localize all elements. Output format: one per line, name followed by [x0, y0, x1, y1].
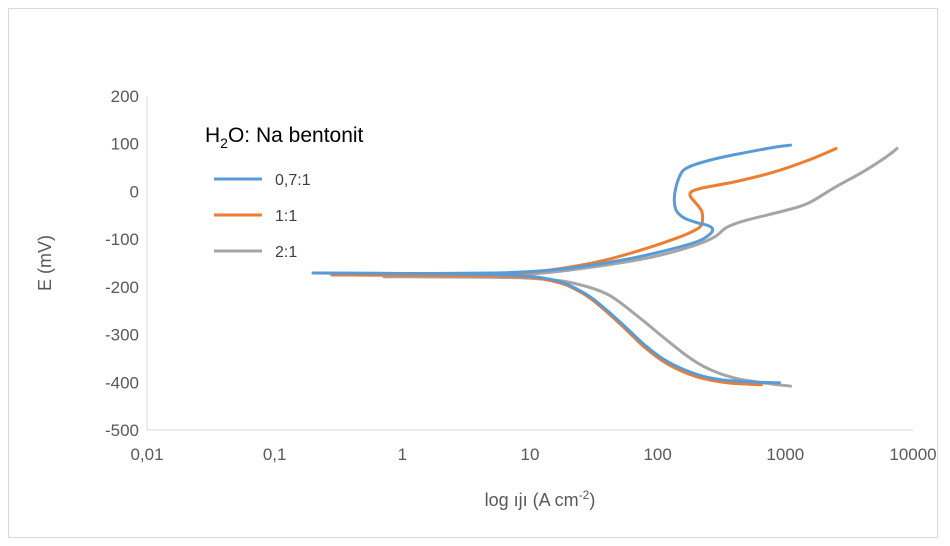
- x-axis-label: log ıjı (A cm-2): [485, 488, 596, 510]
- x-axis-label-exponent: -2: [579, 488, 590, 502]
- x-tick-label: 0,1: [263, 445, 287, 464]
- x-axis-label-close: ): [589, 490, 595, 510]
- y-tick-label: -400: [105, 373, 139, 392]
- y-tick-label: -500: [105, 421, 139, 440]
- x-tick-label: 10000: [889, 445, 936, 464]
- y-tick-label: 0: [130, 182, 139, 201]
- series-line-1-1-cathodic: [330, 273, 763, 387]
- x-tick-label: 0,01: [130, 445, 163, 464]
- y-tick-label: -300: [105, 326, 139, 345]
- y-tick-label: -200: [105, 278, 139, 297]
- x-tick-labels: 0,01 0,1 1 10 100 1000 10000: [130, 445, 936, 464]
- chart-frame: 200 100 0 -100 -200 -300 -400 -500 0,01 0,1 1 10 10…: [8, 8, 938, 538]
- x-tick-label: 1: [398, 445, 407, 464]
- x-axis-label-main: log: [485, 490, 514, 510]
- legend-title-subscript: 2: [220, 135, 228, 151]
- x-axis-label-symbol: ıjı: [514, 490, 528, 510]
- y-tick-labels: 200 100 0 -100 -200 -300 -400 -500: [105, 87, 139, 440]
- x-tick-label: 100: [643, 445, 671, 464]
- y-axis-label: E (mV): [35, 235, 55, 291]
- legend-title-rest: O: Na bentonit: [228, 124, 364, 147]
- series-line-0-7-1-cathodic: [311, 271, 781, 385]
- x-axis-label-unit: (A cm: [528, 490, 579, 510]
- legend: H2O: Na bentonit 0,7:1 1:1 2:1: [205, 124, 364, 261]
- series-line-2-1-cathodic: [382, 275, 793, 388]
- x-tick-label: 10: [521, 445, 540, 464]
- series-layer: [311, 143, 899, 388]
- series-line-0-7-1-anodic: [311, 143, 793, 275]
- y-tick-label: 100: [111, 135, 139, 154]
- series-line-1-1-anodic: [330, 147, 838, 277]
- legend-label-1-1: 1:1: [275, 208, 297, 225]
- y-tick-label: 200: [111, 87, 139, 106]
- legend-label-0-7-1: 0,7:1: [275, 172, 311, 189]
- x-tick-label: 1000: [766, 445, 804, 464]
- legend-title: H2O: Na bentonit: [205, 124, 364, 151]
- legend-label-2-1: 2:1: [275, 244, 297, 261]
- y-tick-label: -100: [105, 230, 139, 249]
- legend-title-main: H: [205, 124, 220, 147]
- axes: [146, 96, 913, 431]
- legend-items: 0,7:1 1:1 2:1: [214, 172, 311, 261]
